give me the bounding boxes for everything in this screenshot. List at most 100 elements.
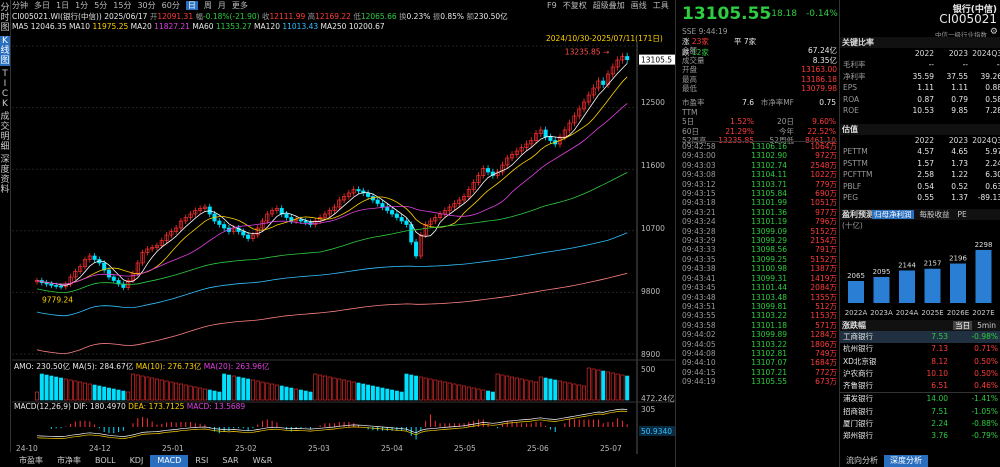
top-action-2[interactable]: 超级叠加: [592, 1, 625, 10]
sector-link[interactable]: 中信一级行业指数: [935, 31, 987, 39]
indicator-tab-3[interactable]: KDJ: [129, 456, 144, 465]
top-action-1[interactable]: 不复权: [562, 1, 587, 10]
volume-bar: [490, 391, 495, 401]
top-action-4[interactable]: 工具: [652, 1, 669, 10]
forecast-tab-0[interactable]: 归母净利润: [872, 210, 914, 219]
side-btn-0[interactable]: 流向分析: [846, 456, 878, 465]
tick-price: 13101.19: [751, 217, 787, 227]
period-3[interactable]: 1分: [75, 1, 89, 10]
kline-chart[interactable]: 13105.5 12500 11600 10700 9800 8900 13235.85 →…: [12, 42, 675, 454]
turn-label: 换: [399, 12, 407, 21]
indicator-tab-7[interactable]: W&R: [252, 456, 273, 465]
side-btn-1[interactable]: 深度分析: [884, 455, 928, 467]
forecast-year: 2024A: [896, 309, 919, 317]
period-11[interactable]: 更多: [231, 1, 248, 10]
period-1[interactable]: 多日: [34, 1, 50, 10]
stat2-label: 52周高: [682, 136, 707, 145]
turn-value: 0.23%: [406, 12, 431, 21]
volume-bar: [447, 382, 452, 401]
indicator-tab-4[interactable]: MACD: [150, 455, 189, 467]
period-10[interactable]: 月: [217, 1, 226, 10]
change-row[interactable]: 浦发银行 14.00 -1.41%: [840, 392, 1000, 405]
volume-bar: [510, 376, 515, 401]
volume-bar: [596, 369, 601, 401]
change-tab-1[interactable]: 5min: [977, 321, 996, 330]
row-label: EPS: [843, 83, 858, 92]
period-6[interactable]: 30分: [137, 1, 156, 10]
tick-row: 09:43:03 13102.74 2548万: [682, 161, 837, 170]
candle-body: [145, 248, 150, 253]
candle-body: [514, 150, 519, 155]
table-row: ROA 0.87 0.79 0.58: [840, 94, 1000, 106]
volume-bar: [356, 382, 361, 401]
ma60-line: [36, 172, 628, 294]
candle-body: [54, 285, 59, 287]
candle-body: [625, 56, 630, 60]
macd-axis-top: 305: [641, 405, 656, 414]
volume-bar: [529, 380, 534, 401]
period-9[interactable]: 周: [203, 1, 212, 10]
candle-body: [596, 80, 601, 89]
candle-body: [529, 140, 534, 145]
volume-bar: [121, 390, 126, 401]
tick-amount: 1419万: [810, 273, 837, 283]
change-row[interactable]: 厦门银行 2.24 -0.88%: [840, 418, 1000, 430]
change-tab-0[interactable]: 当日: [953, 321, 973, 330]
change-row[interactable]: XD北京银 8.12 0.50%: [840, 356, 1000, 368]
tick-row: 09:43:29 13099.29 2154万: [682, 236, 837, 245]
candle-body: [82, 259, 88, 267]
high-value: 12169.22: [315, 12, 351, 21]
change-row[interactable]: 杭州银行 7.13 0.71%: [840, 343, 1000, 355]
indicator-tab-1[interactable]: 市净率: [57, 456, 81, 465]
ma-value-ma20: 11827.21: [154, 22, 193, 31]
key-ratio-header: 关键比率: [840, 37, 1000, 48]
volume-bar: [423, 377, 428, 401]
change-row[interactable]: 郑州银行 3.76 -0.79%: [840, 430, 1000, 442]
sidebar-item-3[interactable]: 成交明细: [0, 112, 10, 152]
period-7[interactable]: 60分: [161, 1, 180, 10]
table-header: 2022 2023 2024Q3: [840, 48, 1000, 59]
volume-bar: [601, 370, 606, 401]
top-action-0[interactable]: F9: [547, 1, 557, 10]
period-4[interactable]: 5分: [94, 1, 108, 10]
forecast-tab-2[interactable]: PE: [957, 210, 967, 219]
sidebar-item-4[interactable]: 深度资料: [0, 155, 10, 195]
change-row[interactable]: 齐鲁银行 6.51 0.46%: [840, 380, 1000, 392]
indicator-tab-0[interactable]: 市盈率: [19, 456, 43, 465]
change-row[interactable]: 工商银行 7.53 -0.98%: [840, 331, 1000, 344]
macd-dif: DIF: 180.4970: [73, 402, 126, 411]
stat2-label: 52周低: [769, 136, 794, 145]
period-5[interactable]: 15分: [113, 1, 132, 10]
tick-amount: 1387万: [810, 264, 837, 274]
sidebar-item-0[interactable]: 分时图: [0, 3, 10, 33]
volume-bar: [198, 387, 203, 401]
period-0[interactable]: 分钟: [12, 1, 28, 10]
change-row[interactable]: 沪农商行 10.10 0.50%: [840, 368, 1000, 380]
settings-icon[interactable]: ⚙: [989, 27, 998, 37]
volume-bar: [207, 389, 212, 401]
bank-change: -1.41%: [971, 394, 998, 404]
tick-list[interactable]: 09:42:58 13106.16 1064万 09:43:00 13102.90 972…: [682, 141, 837, 387]
bank-change: -0.79%: [971, 431, 998, 441]
row-value: 0.63: [985, 181, 1000, 191]
period-2[interactable]: 1日: [56, 1, 70, 10]
period-8[interactable]: 日: [185, 1, 198, 10]
indicator-tab-2[interactable]: BOLL: [95, 456, 116, 465]
forecast-tab-1[interactable]: 每股收益: [919, 210, 950, 219]
change-row[interactable]: 招商银行 7.51 -1.05%: [840, 406, 1000, 418]
volume-bar: [337, 378, 342, 401]
candle-body: [241, 231, 246, 236]
tick-price: 13102.81: [751, 348, 787, 358]
top-action-3[interactable]: 画线: [630, 1, 647, 10]
indicator-tab-5[interactable]: RSI: [195, 456, 209, 465]
volume-bar: [250, 379, 255, 401]
indicator-tab-6[interactable]: SAR: [222, 456, 239, 465]
candle-body: [505, 157, 510, 166]
candle-body: [346, 192, 351, 197]
open-value: 12091.31: [157, 12, 194, 21]
volume-bar: [361, 383, 366, 401]
volume-bar: [606, 371, 610, 401]
row-value: 9.85: [951, 106, 968, 115]
